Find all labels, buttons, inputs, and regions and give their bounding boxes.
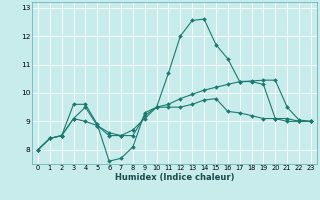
X-axis label: Humidex (Indice chaleur): Humidex (Indice chaleur) [115,173,234,182]
